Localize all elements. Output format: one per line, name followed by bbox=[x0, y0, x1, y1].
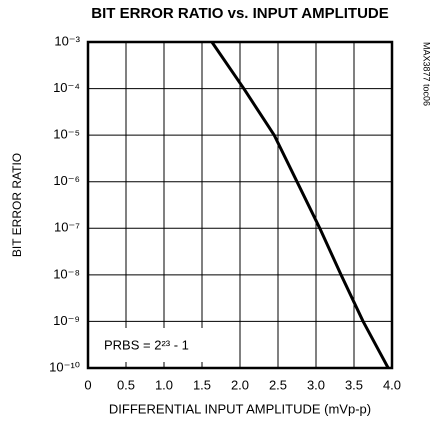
y-tick-label: 10⁻⁶ bbox=[53, 173, 80, 188]
x-tick-label: 1.0 bbox=[155, 377, 173, 392]
annotation: PRBS = 2²³ - 1 bbox=[104, 337, 189, 352]
y-tick-label: 10⁻⁴ bbox=[53, 80, 80, 95]
annotation-box bbox=[92, 328, 224, 362]
x-tick-label: 2.0 bbox=[231, 377, 249, 392]
x-tick-label: 4.0 bbox=[383, 377, 401, 392]
x-tick-label: 1.5 bbox=[193, 377, 211, 392]
y-tick-label: 10⁻³ bbox=[54, 33, 80, 48]
x-tick-label: 0 bbox=[84, 377, 91, 392]
x-tick-label: 2.5 bbox=[269, 377, 287, 392]
y-tick-label: 10⁻⁸ bbox=[53, 266, 80, 281]
data-line bbox=[210, 41, 390, 369]
x-tick-label: 3.0 bbox=[307, 377, 325, 392]
chart-title: BIT ERROR RATIO vs. INPUT AMPLITUDE bbox=[91, 5, 389, 22]
y-tick-label: 10⁻¹⁰ bbox=[49, 359, 80, 374]
plot-frame bbox=[86, 40, 394, 370]
side-note: MAX3877 toc06 bbox=[422, 42, 432, 106]
y-axis-label: BIT ERROR RATIO bbox=[10, 153, 24, 257]
y-tick-label: 10⁻⁵ bbox=[53, 127, 80, 142]
x-tick-label: 3.5 bbox=[345, 377, 363, 392]
x-axis-label: DIFFERENTIAL INPUT AMPLITUDE (mVp-p) bbox=[109, 401, 371, 416]
y-tick-label: 10⁻⁹ bbox=[53, 313, 80, 328]
y-tick-label: 10⁻⁷ bbox=[54, 220, 80, 235]
x-tick-label: 0.5 bbox=[117, 377, 135, 392]
